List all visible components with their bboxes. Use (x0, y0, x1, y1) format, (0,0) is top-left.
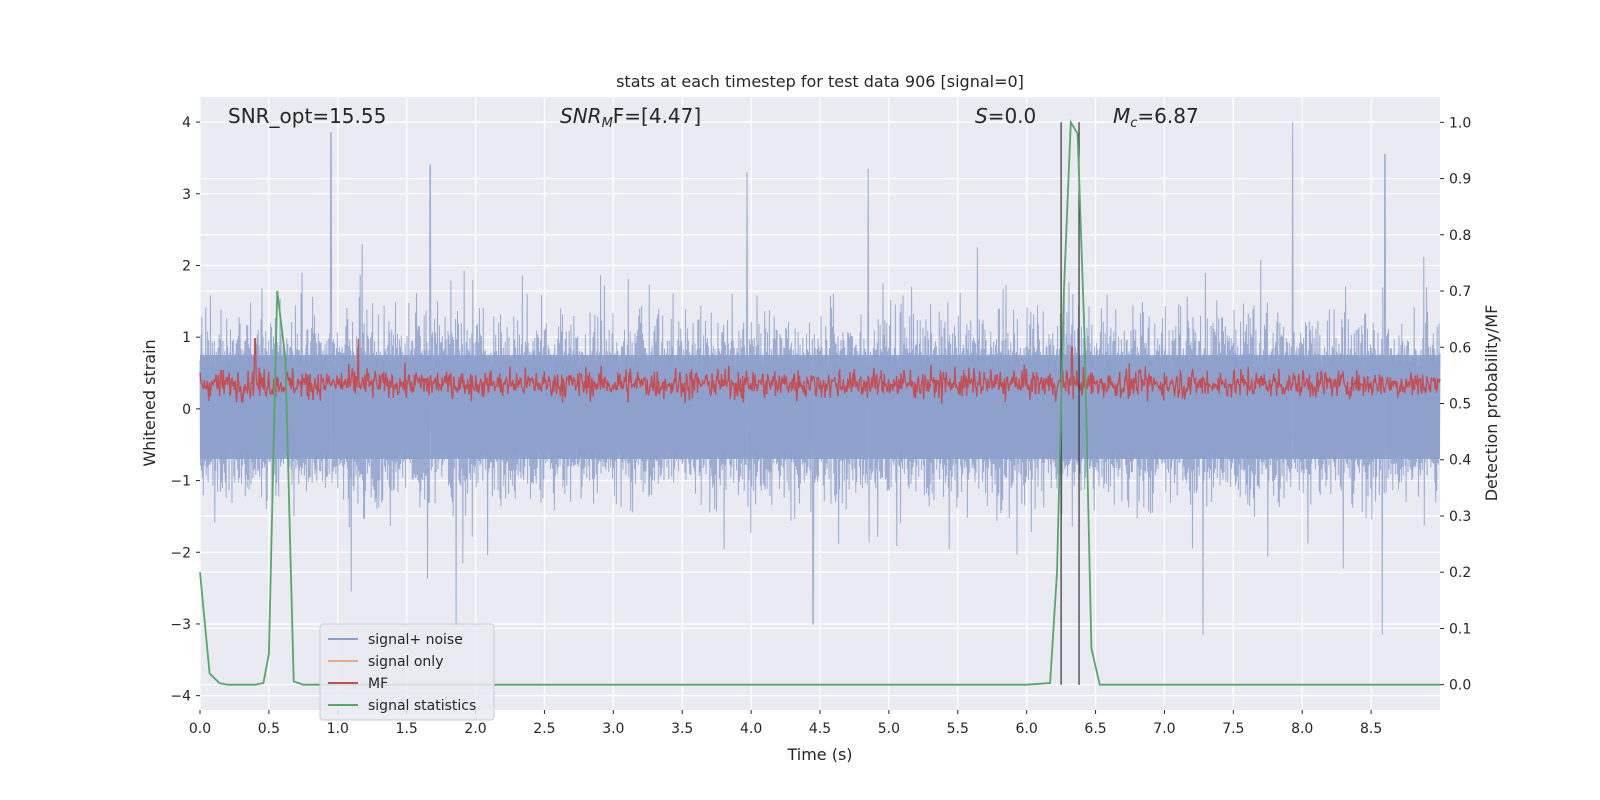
legend-box (319, 623, 495, 721)
s-rest: =0.0 (988, 104, 1037, 128)
snr-mf-sub: M (602, 116, 613, 131)
y-tick-label: −2 (170, 545, 191, 561)
y2-tick-label: 0.3 (1449, 509, 1471, 525)
x-tick-label: 3.5 (671, 721, 693, 737)
x-tick-label: 3.0 (602, 721, 624, 737)
x-tick-label: 7.5 (1222, 721, 1244, 737)
y-tick-label: 2 (182, 258, 191, 274)
tick-labels: 0.0 0.5 1.0 1.5 2.0 2.5 3.0 3.5 4.0 4.5 5.0 5.5 6.0 6… (170, 115, 1471, 737)
signal-noise-core (200, 355, 1440, 460)
x-tick-label: 6.0 (1016, 721, 1038, 737)
x-tick-label: 4.5 (809, 721, 831, 737)
y2-tick-label: 0.7 (1449, 284, 1471, 300)
mf-series (199, 338, 1441, 404)
y2-tick-label: 0.1 (1449, 621, 1471, 637)
y2-tick-label: 0.4 (1449, 453, 1471, 469)
y2-tick-label: 0.5 (1449, 397, 1471, 413)
x-tick-label: 0.5 (258, 721, 280, 737)
y-tick-label: −3 (170, 617, 191, 633)
x-tick-label: 7.0 (1153, 721, 1175, 737)
y2-tick-label: 0.0 (1449, 678, 1471, 694)
snr-mf-rest: F=[4.47] (613, 104, 701, 128)
y2-tick-label: 0.6 (1449, 340, 1471, 356)
x-tick-label: 8.5 (1360, 721, 1382, 737)
x-tick-label: 1.5 (396, 721, 418, 737)
y2-tick-label: 1.0 (1449, 115, 1471, 131)
legend: signal+ noise signal only MF signal stat… (319, 623, 495, 721)
x-tick-label: 5.5 (947, 721, 969, 737)
mf-line (199, 338, 1441, 404)
legend-label-mf: MF (368, 676, 388, 692)
snr-mf-main: SNR (560, 104, 602, 128)
y-tick-label: 0 (182, 402, 191, 418)
mc-sub: c (1130, 116, 1137, 131)
x-axis-label: Time (s) (786, 745, 852, 764)
x-tick-label: 4.0 (740, 721, 762, 737)
signal-statistics-series (199, 119, 1440, 686)
x-tick-label: 0.0 (189, 721, 211, 737)
legend-label-signal-noise: signal+ noise (368, 632, 463, 648)
y-tick-label: 1 (182, 330, 191, 346)
s-annotation: S=0.0 (975, 104, 1036, 128)
y-tick-label: −4 (170, 689, 191, 705)
s-main: S (975, 104, 988, 128)
y-tick-label: −1 (170, 474, 191, 490)
x-tick-label: 6.5 (1084, 721, 1106, 737)
y2-tick-label: 0.8 (1449, 228, 1471, 244)
legend-label-signal-statistics: signal statistics (368, 698, 476, 714)
y2-tick-label: 0.2 (1449, 565, 1471, 581)
signal-statistics-line (199, 119, 1440, 686)
legend-label-signal-only: signal only (368, 654, 443, 670)
y-tick-label: 3 (182, 187, 191, 203)
mc-annotation: Mc=6.87 (1113, 104, 1199, 131)
x-tick-label: 2.5 (533, 721, 555, 737)
y-tick-label: 4 (182, 115, 191, 131)
x-tick-label: 8.0 (1291, 721, 1313, 737)
y2-axis-label: Detection probability/MF (1482, 305, 1501, 502)
y-axis-label: Whitened strain (140, 339, 159, 466)
x-tick-label: 2.0 (464, 721, 486, 737)
snr-mf-annotation: SNRMF=[4.47] (560, 104, 701, 131)
y2-tick-label: 0.9 (1449, 172, 1471, 188)
snr-opt-annotation: SNR_opt=15.55 (228, 104, 386, 128)
mc-main: M (1113, 104, 1130, 128)
x-tick-label: 5.0 (878, 721, 900, 737)
chart-title: stats at each timestep for test data 906… (616, 72, 1024, 91)
x-tick-label: 1.0 (327, 721, 349, 737)
mc-rest: =6.87 (1137, 104, 1198, 128)
